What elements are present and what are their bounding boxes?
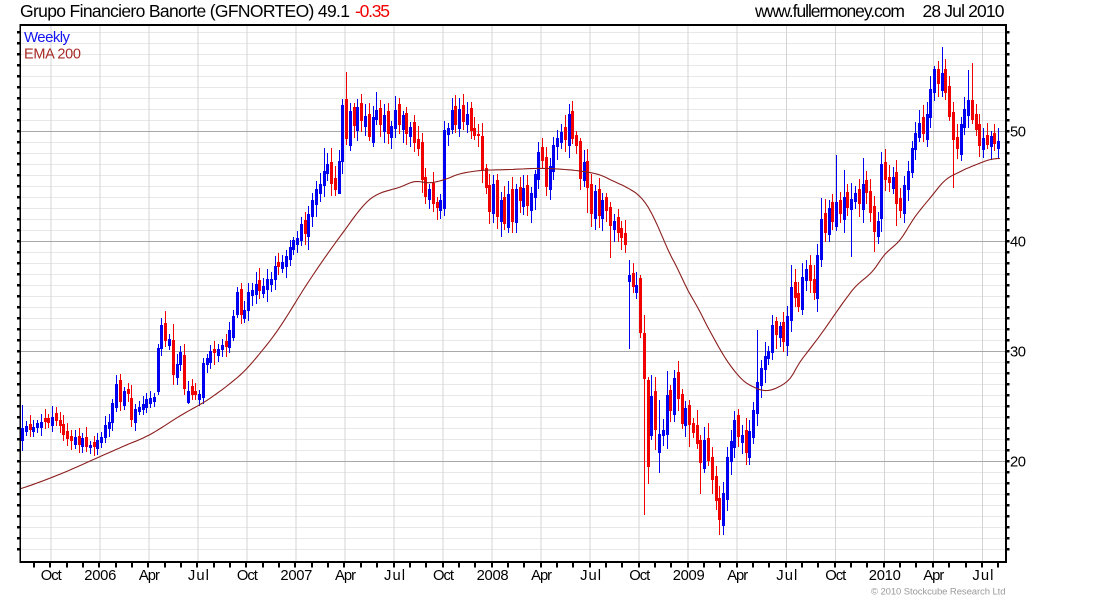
svg-text:Apr: Apr: [727, 568, 748, 584]
svg-text:Oct: Oct: [237, 568, 258, 584]
svg-text:40: 40: [1010, 234, 1026, 250]
svg-text:Jul: Jul: [972, 568, 993, 584]
svg-text:Oct: Oct: [41, 568, 62, 584]
svg-text:Jul: Jul: [776, 568, 797, 584]
svg-text:© 2010 Stockcube Research Ltd: © 2010 Stockcube Research Ltd: [871, 587, 1006, 598]
svg-text:2008: 2008: [477, 568, 509, 584]
svg-text:28 Jul 2010: 28 Jul 2010: [923, 1, 1005, 21]
svg-text:30: 30: [1010, 344, 1026, 360]
svg-text:2010: 2010: [869, 568, 901, 584]
svg-text:Grupo Financiero Banorte (GFNO: Grupo Financiero Banorte (GFNORTEO) 49.1: [20, 1, 350, 21]
svg-text:Oct: Oct: [629, 568, 650, 584]
svg-text:Apr: Apr: [335, 568, 356, 584]
svg-text:2007: 2007: [280, 568, 312, 584]
svg-text:Apr: Apr: [139, 568, 160, 584]
svg-text:2006: 2006: [84, 568, 116, 584]
svg-text:Jul: Jul: [188, 568, 209, 584]
svg-text:Weekly: Weekly: [24, 29, 71, 46]
svg-text:20: 20: [1010, 454, 1026, 470]
svg-text:Apr: Apr: [923, 568, 944, 584]
svg-text:Jul: Jul: [580, 568, 601, 584]
svg-text:www.fullermoney.com: www.fullermoney.com: [754, 1, 905, 21]
svg-text:Apr: Apr: [531, 568, 552, 584]
svg-text:50: 50: [1010, 124, 1026, 140]
svg-text:EMA 200: EMA 200: [24, 47, 81, 63]
svg-text:2009: 2009: [673, 568, 705, 584]
svg-text:Oct: Oct: [433, 568, 454, 584]
svg-text:-0.35: -0.35: [355, 1, 390, 21]
svg-text:Jul: Jul: [384, 568, 405, 584]
svg-text:Oct: Oct: [825, 568, 846, 584]
